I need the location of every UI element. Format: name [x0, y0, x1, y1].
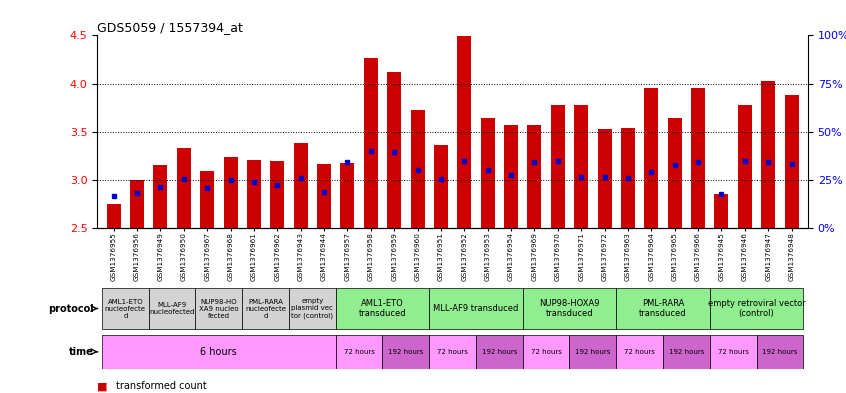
Text: 192 hours: 192 hours [481, 349, 517, 355]
Text: transformed count: transformed count [116, 381, 206, 391]
Bar [621, 128, 635, 228]
Text: empty
plasmid vec
tor (control): empty plasmid vec tor (control) [291, 298, 333, 319]
Text: 72 hours: 72 hours [437, 349, 468, 355]
Text: PML-RARA
nucleofecte
d: PML-RARA nucleofecte d [245, 299, 286, 318]
Bar [616, 288, 710, 329]
Bar [481, 118, 495, 228]
Bar [382, 335, 429, 369]
Bar [270, 160, 284, 228]
Bar [410, 110, 425, 228]
Text: GDS5059 / 1557394_at: GDS5059 / 1557394_at [97, 21, 243, 34]
Text: 72 hours: 72 hours [530, 349, 562, 355]
Bar [242, 288, 289, 329]
Bar [340, 163, 354, 228]
Text: MLL-AF9 transduced: MLL-AF9 transduced [433, 304, 519, 313]
Bar [429, 335, 476, 369]
Text: 72 hours: 72 hours [343, 349, 375, 355]
Bar [523, 335, 569, 369]
Text: PML-RARA
transduced: PML-RARA transduced [640, 299, 687, 318]
Bar [645, 88, 658, 228]
Bar [527, 125, 541, 228]
Text: 6 hours: 6 hours [201, 347, 237, 357]
Text: 72 hours: 72 hours [624, 349, 655, 355]
Bar [387, 72, 401, 228]
Bar [195, 288, 242, 329]
Bar [429, 288, 523, 329]
Bar [574, 105, 588, 228]
Bar [597, 129, 612, 228]
Bar [130, 180, 144, 228]
Text: protocol: protocol [48, 303, 94, 314]
Bar [710, 335, 756, 369]
Text: ■: ■ [97, 381, 107, 391]
Bar [714, 194, 728, 228]
Bar [149, 288, 195, 329]
Bar [663, 335, 710, 369]
Bar [247, 160, 261, 228]
Bar [317, 164, 331, 228]
Bar [107, 204, 121, 228]
Text: AML1-ETO
nucleofecte
d: AML1-ETO nucleofecte d [105, 299, 146, 318]
Bar [616, 335, 663, 369]
Text: MLL-AF9
nucleofected: MLL-AF9 nucleofected [150, 302, 195, 315]
Bar [476, 335, 523, 369]
Text: empty retroviral vector
(control): empty retroviral vector (control) [707, 299, 805, 318]
Bar [504, 125, 518, 228]
Bar [177, 148, 191, 228]
Text: 192 hours: 192 hours [575, 349, 611, 355]
Bar [691, 88, 705, 228]
Bar [667, 118, 682, 228]
Bar [294, 143, 308, 228]
Bar [710, 288, 803, 329]
Bar [784, 95, 799, 228]
Text: NUP98-HOXA9
transduced: NUP98-HOXA9 transduced [539, 299, 600, 318]
Bar [761, 81, 775, 228]
Text: time: time [69, 347, 94, 357]
Bar [336, 335, 382, 369]
Text: 192 hours: 192 hours [762, 349, 798, 355]
Bar [289, 288, 336, 329]
Text: 192 hours: 192 hours [388, 349, 424, 355]
Bar [756, 335, 803, 369]
Text: NUP98-HO
XA9 nucleo
fected: NUP98-HO XA9 nucleo fected [199, 299, 239, 318]
Bar [364, 57, 378, 228]
Bar [201, 171, 214, 228]
Bar [434, 145, 448, 228]
Text: 72 hours: 72 hours [717, 349, 749, 355]
Bar [223, 157, 238, 228]
Bar [102, 335, 336, 369]
Bar [336, 288, 429, 329]
Bar [551, 105, 565, 228]
Text: AML1-ETO
transduced: AML1-ETO transduced [359, 299, 406, 318]
Bar [569, 335, 616, 369]
Text: 192 hours: 192 hours [668, 349, 704, 355]
Bar [153, 165, 168, 228]
Bar [458, 36, 471, 228]
Bar [738, 105, 752, 228]
Bar [523, 288, 616, 329]
Bar [102, 288, 149, 329]
